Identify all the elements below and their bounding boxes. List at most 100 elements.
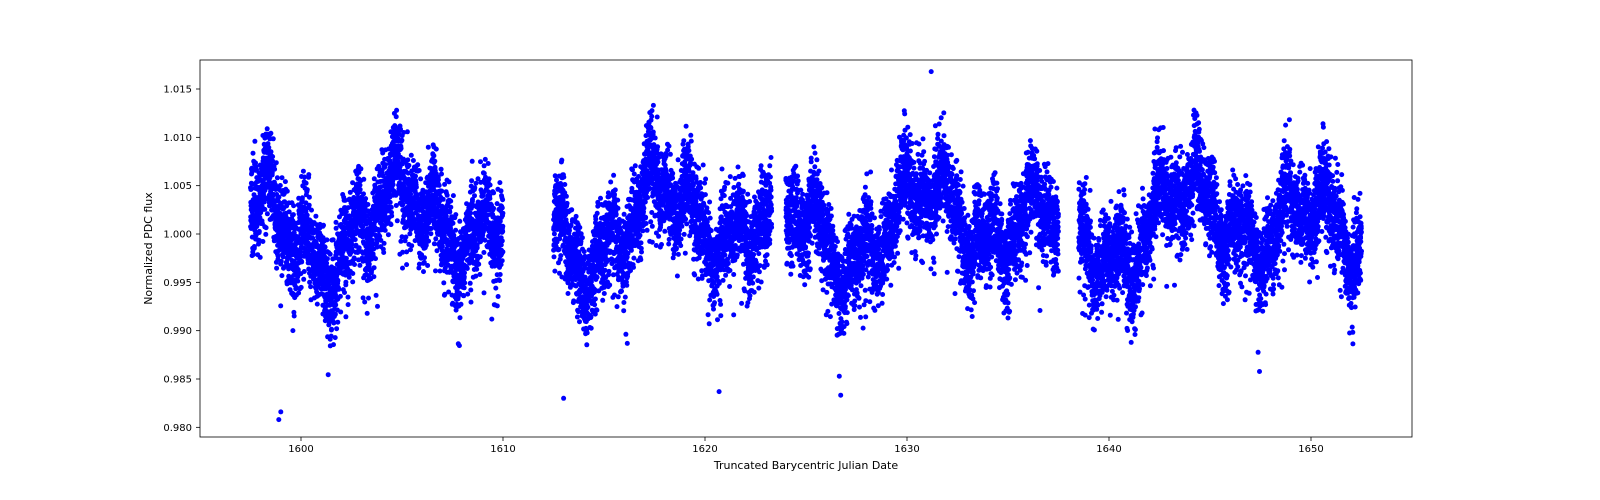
data-point	[279, 273, 284, 278]
data-point	[478, 254, 483, 259]
data-point	[292, 314, 297, 319]
data-point	[373, 256, 378, 261]
data-point	[607, 283, 612, 288]
data-point	[275, 175, 280, 180]
data-point	[655, 115, 660, 120]
data-point	[432, 241, 437, 246]
data-point	[276, 254, 281, 259]
data-point	[335, 320, 340, 325]
data-point	[372, 265, 377, 270]
data-point	[638, 257, 643, 262]
data-point	[323, 245, 328, 250]
data-point	[667, 237, 672, 242]
data-point	[616, 294, 621, 299]
data-point	[500, 224, 505, 229]
data-point	[478, 159, 483, 164]
data-point	[557, 247, 562, 252]
data-point	[600, 298, 605, 303]
data-point	[499, 188, 504, 193]
data-point	[670, 171, 675, 176]
data-point	[468, 288, 473, 293]
data-point	[491, 190, 496, 195]
data-point	[580, 235, 585, 240]
data-point	[358, 187, 363, 192]
data-point	[678, 243, 683, 248]
data-point	[358, 166, 363, 171]
data-point	[558, 253, 563, 258]
data-point	[593, 297, 598, 302]
data-point	[343, 314, 348, 319]
data-point	[301, 169, 306, 174]
data-point	[470, 159, 475, 164]
data-point	[493, 286, 498, 291]
data-point	[304, 181, 309, 186]
data-point	[375, 304, 380, 309]
data-point	[675, 274, 680, 279]
data-point	[676, 252, 681, 257]
data-point	[595, 211, 600, 216]
data-point	[623, 295, 628, 300]
data-point	[305, 187, 310, 192]
data-point	[346, 295, 351, 300]
data-point	[487, 176, 492, 181]
data-point	[302, 269, 307, 274]
data-point	[667, 144, 672, 149]
data-point	[585, 305, 590, 310]
data-point	[498, 272, 503, 277]
data-point	[584, 342, 589, 347]
data-point	[666, 242, 671, 247]
data-point	[270, 154, 275, 159]
data-point	[315, 302, 320, 307]
data-point	[500, 205, 505, 210]
data-point	[439, 167, 444, 172]
data-point	[342, 290, 347, 295]
data-point	[278, 303, 283, 308]
data-point	[595, 275, 600, 280]
data-point	[577, 225, 582, 230]
data-point	[272, 167, 277, 172]
data-point	[676, 157, 681, 162]
data-point	[325, 256, 330, 261]
data-point	[426, 145, 431, 150]
data-point	[459, 302, 464, 307]
data-point	[451, 193, 456, 198]
data-point	[566, 291, 571, 296]
data-point	[639, 240, 644, 245]
data-point	[283, 179, 288, 184]
data-point	[403, 235, 408, 240]
data-point	[659, 242, 664, 247]
data-point	[252, 139, 257, 144]
data-point	[433, 236, 438, 241]
data-point	[631, 265, 636, 270]
data-point	[431, 153, 436, 158]
data-point	[458, 315, 463, 320]
data-point	[447, 179, 452, 184]
data-point	[497, 180, 502, 185]
data-point	[457, 343, 462, 348]
data-point	[395, 218, 400, 223]
data-point	[307, 280, 312, 285]
data-point	[574, 214, 579, 219]
data-point	[670, 176, 675, 181]
data-point	[333, 312, 338, 317]
data-point	[489, 317, 494, 322]
data-point	[434, 147, 439, 152]
data-point	[299, 260, 304, 265]
data-point	[405, 157, 410, 162]
data-point	[462, 270, 467, 275]
data-point	[645, 195, 650, 200]
data-point	[656, 234, 661, 239]
data-point	[500, 197, 505, 202]
data-point	[428, 231, 433, 236]
data-point	[577, 319, 582, 324]
data-point	[607, 269, 612, 274]
data-point	[358, 183, 363, 188]
data-point	[500, 249, 505, 254]
data-point	[374, 293, 379, 298]
data-point	[445, 193, 450, 198]
data-point	[481, 250, 486, 255]
data-point	[476, 262, 481, 267]
data-point	[594, 308, 599, 313]
data-point	[432, 159, 437, 164]
data-point	[625, 341, 630, 346]
